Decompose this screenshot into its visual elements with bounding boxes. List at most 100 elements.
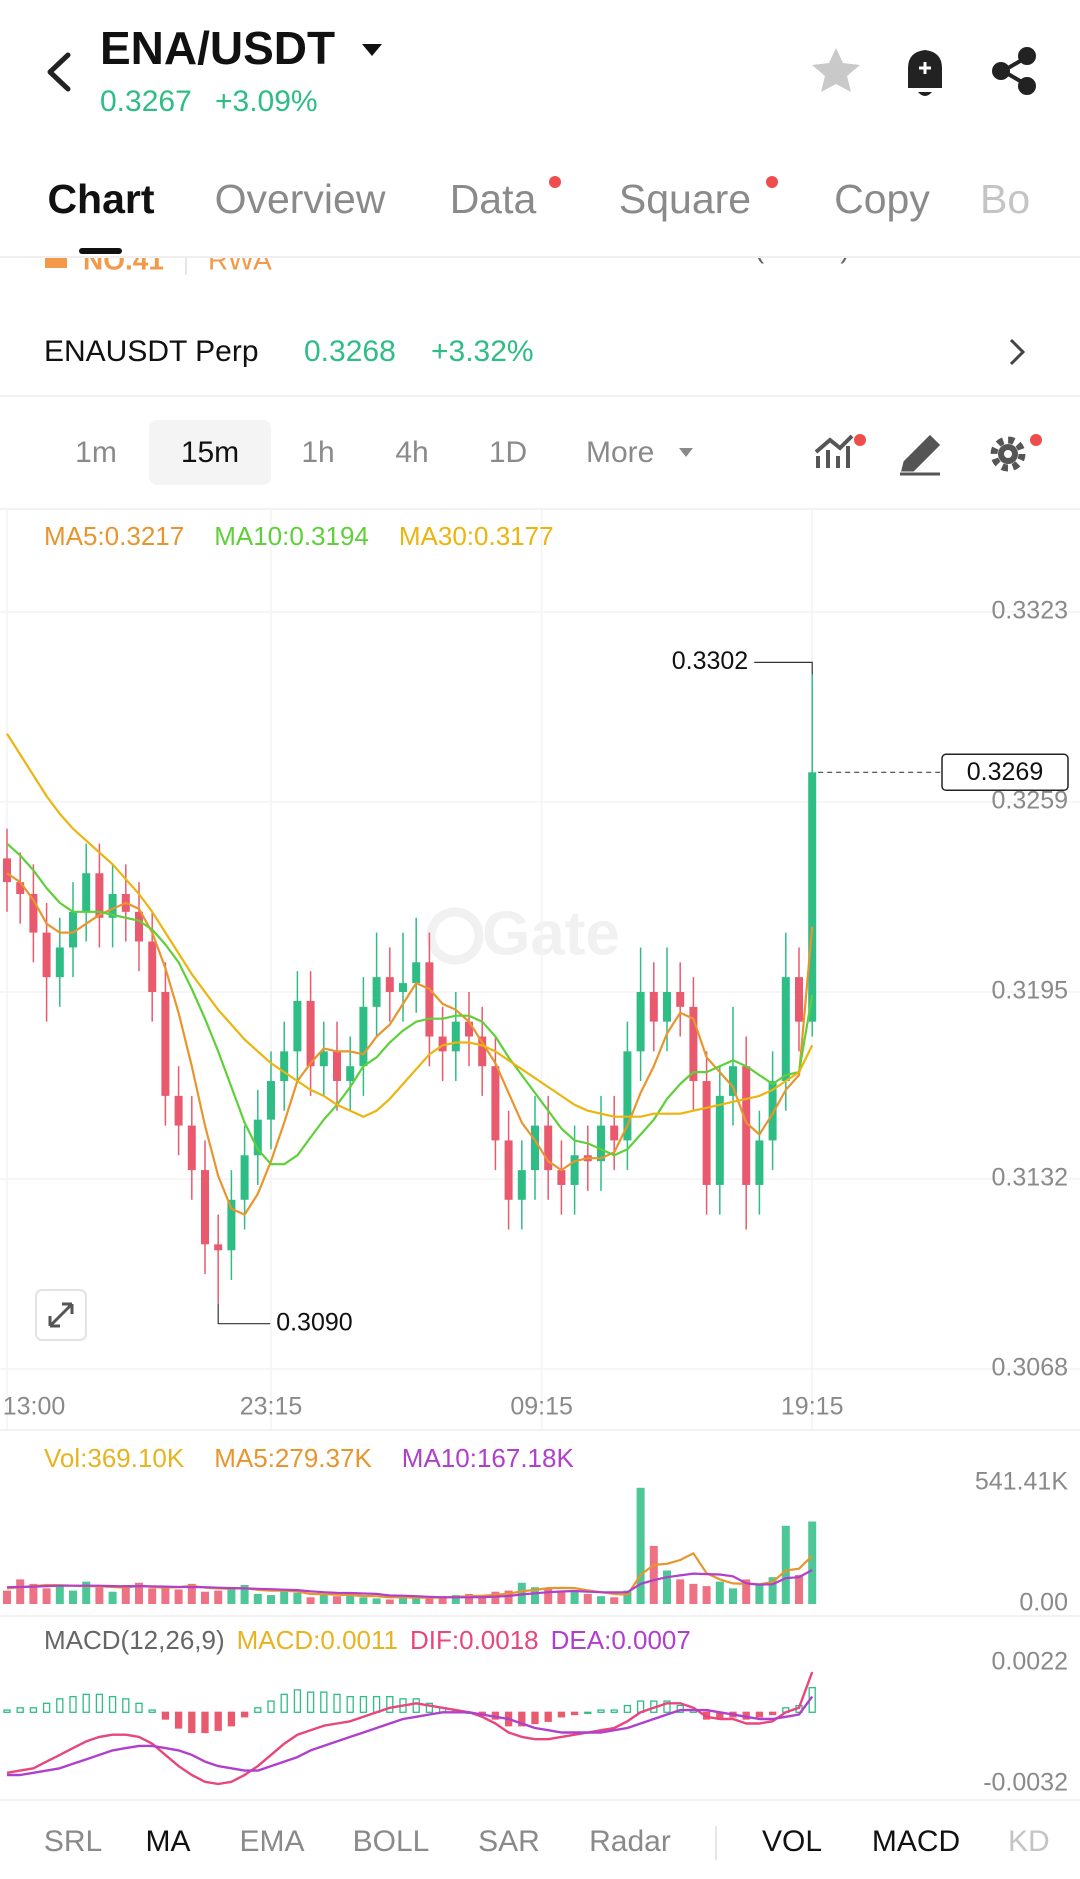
volume-bar xyxy=(715,1581,724,1604)
interval[interactable]: 4h xyxy=(395,436,428,469)
legend-entry: MA5:0.3217 xyxy=(44,521,184,551)
interval[interactable]: 1m xyxy=(75,436,117,469)
volume-bar xyxy=(214,1590,223,1604)
volume-bar xyxy=(82,1581,91,1604)
macd-bar xyxy=(306,1691,315,1713)
candle-body xyxy=(517,1170,526,1200)
pair-title[interactable]: ENA/USDT xyxy=(100,22,335,74)
pair-dropdown[interactable] xyxy=(362,44,382,56)
x-tick-label: 13:00 xyxy=(3,1393,66,1421)
expand-button[interactable] xyxy=(35,1289,87,1341)
volume-bar xyxy=(438,1596,447,1604)
volume-bar xyxy=(333,1596,341,1604)
indicator-tab[interactable]: BOLL xyxy=(353,1825,430,1858)
macd-bar xyxy=(531,1711,539,1725)
indicator-tab[interactable]: KD xyxy=(1008,1825,1050,1858)
candle-body xyxy=(253,1119,262,1156)
candle-body xyxy=(623,1051,632,1141)
volume-bar xyxy=(491,1591,500,1604)
indicator-line xyxy=(6,1671,814,1786)
candle-body xyxy=(663,991,671,1022)
macd-bar xyxy=(16,1707,24,1713)
macd-bar xyxy=(518,1711,526,1727)
candle-body xyxy=(201,1170,209,1245)
tab[interactable]: Square xyxy=(619,176,751,222)
indicator-glyph xyxy=(814,434,854,468)
volume-bar xyxy=(240,1585,249,1604)
legend-entry: MA10:167.18K xyxy=(402,1443,575,1473)
candle-body xyxy=(755,1140,764,1185)
macd-bar xyxy=(135,1702,143,1713)
candle-body xyxy=(346,1066,355,1082)
macd-title: MACD(12,26,9) xyxy=(44,1625,225,1655)
candle-body xyxy=(544,1125,553,1171)
volume-bar xyxy=(69,1590,77,1604)
candle-body xyxy=(557,1170,566,1185)
volume-bar xyxy=(676,1579,685,1604)
interval[interactable]: 1h xyxy=(301,436,334,469)
indicator-tab[interactable]: VOL xyxy=(762,1825,822,1858)
indicator-tab[interactable]: SRL xyxy=(44,1825,102,1858)
macd-bar xyxy=(544,1711,552,1722)
legend-entry: MACD:0.0011 xyxy=(237,1625,398,1655)
candle-body xyxy=(135,911,143,942)
candle-body xyxy=(29,894,38,933)
header-change: +3.09% xyxy=(215,85,318,118)
candle-body xyxy=(319,1051,328,1067)
candle-body xyxy=(636,991,645,1052)
draw-icon[interactable] xyxy=(900,434,941,476)
macd-bar xyxy=(557,1711,566,1718)
candle-body xyxy=(42,932,51,978)
candle-body xyxy=(504,1140,513,1200)
candle-body xyxy=(795,977,803,1022)
macd-bar xyxy=(280,1693,288,1713)
perp-chevron[interactable] xyxy=(1009,338,1026,366)
tab[interactable]: Overview xyxy=(215,176,386,222)
volume-bar xyxy=(544,1588,553,1604)
tab[interactable]: Copy xyxy=(834,176,930,222)
interval[interactable]: More xyxy=(586,436,654,469)
interval[interactable]: 1D xyxy=(489,436,527,469)
volume-bar xyxy=(306,1597,315,1604)
tab[interactable]: Chart xyxy=(47,176,154,222)
tab[interactable]: Data xyxy=(450,176,537,222)
legend-entry: DEA:0.0007 xyxy=(551,1625,691,1655)
volume-bar xyxy=(174,1589,183,1604)
gear-teeth xyxy=(990,436,1026,472)
settings-icon[interactable] xyxy=(990,434,1042,472)
header-background xyxy=(0,0,1080,257)
indicator-tab[interactable]: Radar xyxy=(589,1825,671,1858)
header-price: 0.3267 xyxy=(100,85,192,118)
indicator-tab[interactable]: EMA xyxy=(239,1825,304,1858)
candle-body xyxy=(161,991,170,1096)
candle-body xyxy=(306,1000,315,1067)
volume-bar xyxy=(795,1574,803,1604)
indicator-line xyxy=(6,842,814,1166)
low-label: 0.3090 xyxy=(276,1308,352,1336)
tab-underline xyxy=(79,248,122,254)
macd-bar xyxy=(386,1695,394,1713)
volume-bar xyxy=(95,1587,104,1604)
macd-bar xyxy=(359,1695,368,1713)
favorite-icon[interactable] xyxy=(812,48,860,92)
notification-dot xyxy=(549,176,561,188)
alert-plus xyxy=(919,62,931,74)
x-tick-label: 23:15 xyxy=(240,1393,303,1421)
back-button[interactable] xyxy=(47,52,71,92)
tab[interactable]: Bo xyxy=(980,176,1030,222)
interval[interactable]: 15m xyxy=(181,436,239,469)
indicator-tab[interactable]: SAR xyxy=(478,1825,540,1858)
share-icon[interactable] xyxy=(992,47,1036,95)
interval-selected-bg xyxy=(149,420,271,485)
candle-body xyxy=(293,1000,302,1052)
indicator-tab[interactable]: MA xyxy=(146,1825,191,1858)
indicator-icon[interactable] xyxy=(814,434,866,468)
indicator-tab[interactable]: MACD xyxy=(872,1825,960,1858)
perp-name[interactable]: ENAUSDT Perp xyxy=(44,335,259,368)
volume-bar xyxy=(227,1588,236,1604)
macd-bar xyxy=(267,1700,275,1713)
macd-bar xyxy=(201,1711,209,1734)
candle-body xyxy=(108,894,117,918)
